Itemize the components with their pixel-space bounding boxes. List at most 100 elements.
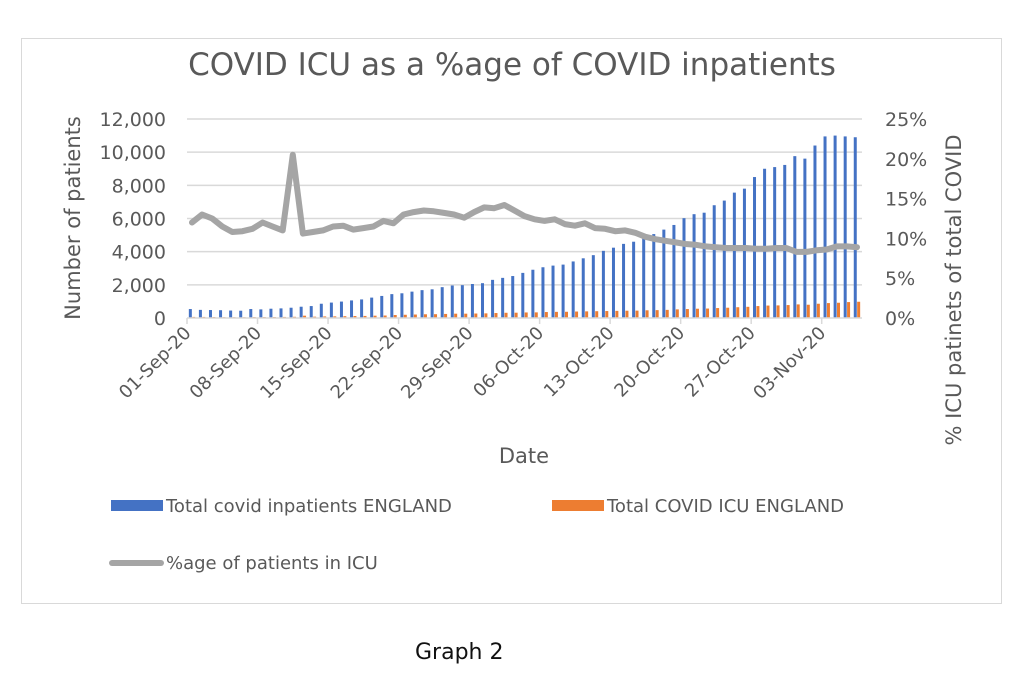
y-tick-label: 8,000 <box>112 175 166 197</box>
legend-swatch-inpatients <box>111 500 163 511</box>
bar-inpatients <box>561 264 565 318</box>
bar-inpatients <box>329 302 333 318</box>
bar-inpatients <box>541 267 545 318</box>
bar-inpatients <box>491 279 495 318</box>
x-tick-label: 20-Oct-20 <box>610 323 689 402</box>
y2-tick-label: 25% <box>885 109 927 131</box>
bar-inpatients <box>370 297 374 318</box>
bar-inpatients <box>319 303 323 318</box>
bar-icu <box>554 311 558 318</box>
bar-icu <box>615 310 619 318</box>
bar-icu <box>444 313 448 318</box>
bar-inpatients <box>581 258 585 318</box>
bar-icu <box>494 313 498 318</box>
bar-icu <box>726 307 730 318</box>
bar-icu <box>847 302 851 318</box>
bar-inpatients <box>219 310 223 318</box>
bar-icu <box>353 316 357 318</box>
bar-icu <box>575 311 579 318</box>
bar-inpatients <box>783 164 787 318</box>
y2-tick-label: 15% <box>885 189 927 211</box>
bar-icu <box>635 310 639 318</box>
bar-icu <box>806 304 810 318</box>
x-tick-label: 15-Sep-20 <box>256 323 336 403</box>
x-tick-label: 22-Sep-20 <box>327 323 407 403</box>
bar-inpatients <box>511 276 515 318</box>
bar-icu <box>736 307 740 318</box>
bar-inpatients <box>249 309 253 318</box>
y2-tick-label: 0% <box>885 308 915 330</box>
bar-icu <box>393 315 397 318</box>
bar-icu <box>837 302 841 318</box>
bar-inpatients <box>279 308 283 318</box>
chart-frame <box>21 38 1002 604</box>
axes: 0 2,000 4,000 6,000 8,000 10,000 12,000 0% 5% 10%… <box>100 109 928 404</box>
bar-icu <box>464 313 468 318</box>
legend-label-icu: Total COVID ICU ENGLAND <box>606 496 844 517</box>
bar-inpatients <box>208 310 212 318</box>
bar-inpatients <box>632 241 636 318</box>
bar-icu <box>625 310 629 318</box>
bar-inpatients <box>773 167 777 318</box>
y-tick-label: 0 <box>154 308 166 330</box>
bar-icu <box>766 305 770 318</box>
bar-inpatients <box>662 229 666 318</box>
bar-inpatients <box>652 234 656 318</box>
bar-icu <box>675 309 679 318</box>
bar-icu <box>685 309 689 318</box>
figure-caption: Graph 2 <box>415 640 504 665</box>
bar-inpatients <box>380 295 384 318</box>
series-icu-bars <box>192 301 861 318</box>
y-tick-label: 4,000 <box>112 242 166 264</box>
bar-inpatients <box>531 269 535 318</box>
bar-icu <box>454 313 458 318</box>
y-tick-label: 6,000 <box>112 209 166 231</box>
bar-inpatients <box>481 283 485 318</box>
bar-inpatients <box>732 192 736 318</box>
bar-inpatients <box>501 277 505 318</box>
y2-tick-label: 5% <box>885 268 915 290</box>
bar-inpatients <box>702 212 706 318</box>
bar-inpatients <box>742 188 746 318</box>
bar-inpatients <box>591 255 595 318</box>
x-tick-label: 27-Oct-20 <box>681 323 760 402</box>
bar-icu <box>756 306 760 318</box>
bar-inpatients <box>198 309 202 318</box>
bar-icu <box>363 315 367 318</box>
bar-inpatients <box>853 137 857 318</box>
bar-icu <box>695 308 699 318</box>
bar-icu <box>716 308 720 318</box>
bar-icu <box>564 311 568 318</box>
x-tick-label: 29-Sep-20 <box>397 323 477 403</box>
y-tick-label: 12,000 <box>100 109 166 131</box>
bar-icu <box>524 312 528 318</box>
bar-inpatients <box>601 250 605 318</box>
x-tick-label: 06-Oct-20 <box>469 323 548 402</box>
bar-inpatients <box>622 243 626 318</box>
bar-icu <box>303 315 307 318</box>
bar-icu <box>605 311 609 318</box>
bar-inpatients <box>309 306 313 318</box>
bar-icu <box>403 314 407 318</box>
bar-inpatients <box>360 299 364 318</box>
series-pct-line <box>189 151 860 255</box>
bar-inpatients <box>611 247 615 318</box>
bar-inpatients <box>400 293 404 318</box>
bar-icu <box>796 304 800 318</box>
bar-inpatients <box>350 300 354 318</box>
x-tick-label: 01-Sep-20 <box>115 323 195 403</box>
x-tick-label: 08-Sep-20 <box>186 323 266 403</box>
bar-icu <box>484 313 488 318</box>
legend-swatch-icu <box>552 500 604 511</box>
bar-icu <box>514 312 518 318</box>
bar-icu <box>504 312 508 318</box>
y-tick-label: 2,000 <box>112 275 166 297</box>
bar-inpatients <box>339 301 343 318</box>
bar-inpatients <box>269 308 273 318</box>
series-inpatients-bars <box>188 135 857 318</box>
bar-icu <box>645 310 649 318</box>
bar-inpatients <box>299 306 303 318</box>
bar-inpatients <box>410 291 414 318</box>
bar-icu <box>665 309 669 318</box>
